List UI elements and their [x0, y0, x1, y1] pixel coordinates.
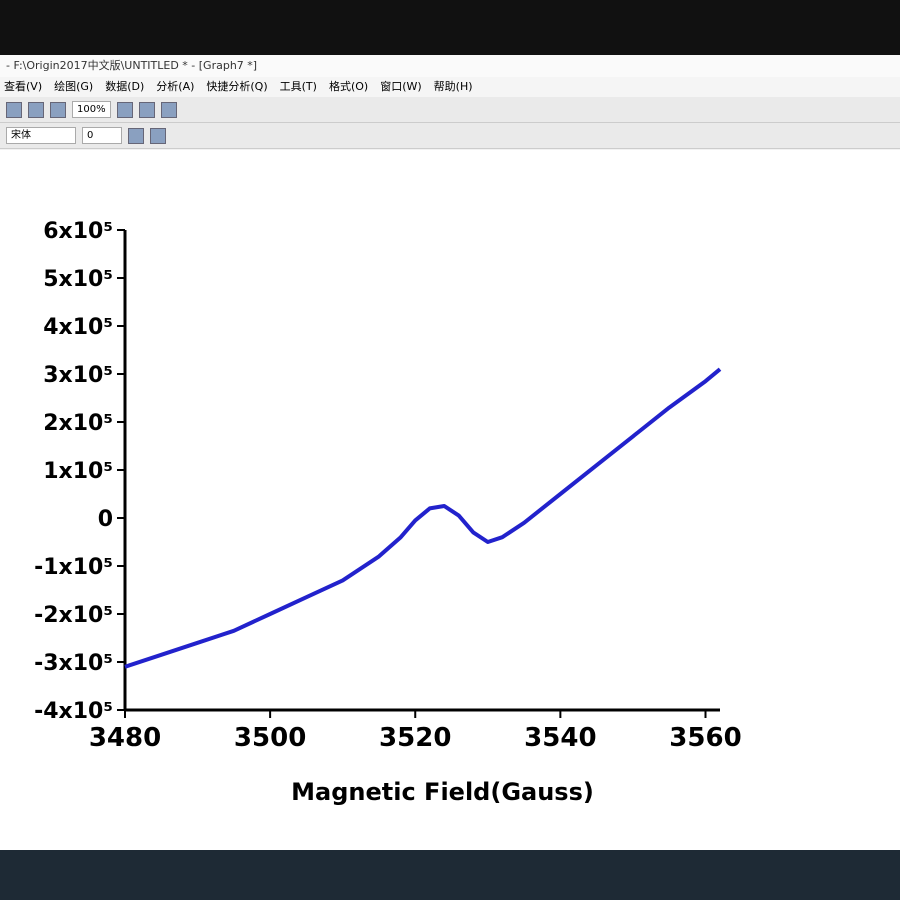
title-bar: - F:\Origin2017中文版\UNTITLED * - [Graph7 … [0, 55, 900, 77]
x-tick-label: 3500 [234, 723, 306, 753]
tool-icon[interactable] [6, 101, 22, 118]
y-tick-label: -1x10⁵ [34, 555, 113, 580]
y-tick-label: -2x10⁵ [34, 603, 113, 628]
menu-bar: 查看(V) 绘图(G) 数据(D) 分析(A) 快捷分析(Q) 工具(T) 格式(O) 窗口(… [0, 77, 900, 97]
y-tick-label: 4x10⁵ [43, 315, 113, 340]
zoom-box[interactable]: 100% [72, 101, 111, 118]
y-tick-label: -4x10⁵ [34, 699, 113, 724]
tool-icon[interactable] [50, 101, 66, 118]
screen: - F:\Origin2017中文版\UNTITLED * - [Graph7 … [0, 55, 900, 850]
y-tick-label: 5x10⁵ [43, 267, 113, 292]
tool-icon[interactable] [160, 101, 177, 118]
menu-item[interactable]: 格式(O) [328, 80, 369, 93]
tool-icon[interactable] [128, 127, 144, 144]
font-size-box[interactable]: 0 [82, 127, 122, 144]
menu-item[interactable]: 窗口(W) [380, 80, 422, 93]
y-tick-label: 6x10⁵ [43, 219, 113, 244]
y-tick-label: 2x10⁵ [43, 411, 113, 436]
x-tick-label: 3480 [89, 723, 161, 753]
x-axis-label: Magnetic Field(Gauss) [291, 778, 594, 806]
menu-item[interactable]: 数据(D) [105, 80, 145, 93]
menu-item[interactable]: 帮助(H) [433, 80, 473, 93]
y-tick-label: 1x10⁵ [43, 459, 113, 484]
font-box[interactable]: 宋体 [6, 127, 76, 144]
menu-item[interactable]: 分析(A) [156, 80, 195, 93]
menu-item[interactable]: 绘图(G) [54, 80, 94, 93]
chart: -4x10⁵ -3x10⁵ -2x10⁵ -1x10⁵ 0 1x10⁵ 2x10⁵ 3x10⁵… [0, 150, 900, 850]
taskbar [0, 850, 900, 900]
menu-item[interactable]: 快捷分析(Q) [206, 80, 268, 93]
x-tick-label: 3560 [669, 723, 741, 753]
y-tick-label: 0 [98, 507, 113, 532]
y-tick-label: 3x10⁵ [43, 363, 113, 388]
tool-icon[interactable] [116, 101, 133, 118]
menu-item[interactable]: 查看(V) [4, 80, 43, 93]
tool-icon[interactable] [150, 127, 166, 144]
toolbar: 100% [0, 97, 900, 123]
x-tick-label: 3540 [524, 723, 596, 753]
tool-icon[interactable] [28, 101, 44, 118]
menu-item[interactable]: 工具(T) [279, 80, 317, 93]
x-tick-label: 3520 [379, 723, 451, 753]
y-tick-label: -3x10⁵ [34, 651, 113, 676]
format-toolbar: 宋体 0 [0, 123, 900, 149]
tool-icon[interactable] [138, 101, 155, 118]
data-line [124, 367, 722, 669]
